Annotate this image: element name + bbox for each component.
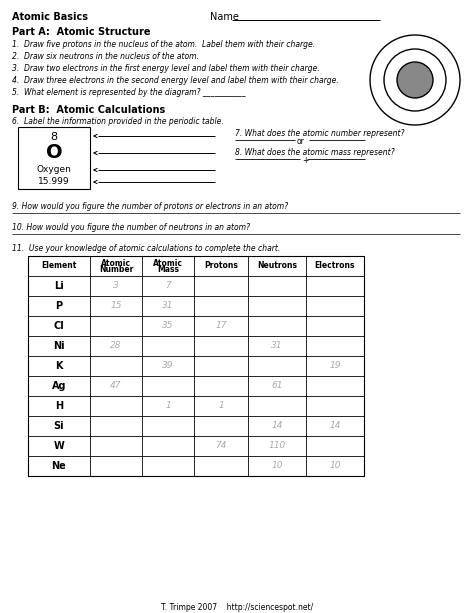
Text: Li: Li [54, 281, 64, 291]
Text: Number: Number [99, 265, 133, 275]
Text: 5.  What element is represented by the diagram? ___________: 5. What element is represented by the di… [12, 88, 246, 97]
Text: 8: 8 [50, 132, 57, 142]
Text: 10. How would you figure the number of neutrons in an atom?: 10. How would you figure the number of n… [12, 223, 250, 232]
Text: 10: 10 [329, 462, 341, 471]
Text: 28: 28 [110, 341, 122, 351]
Text: Mass: Mass [157, 265, 179, 275]
Bar [28, 256, 364, 476]
Text: Part A:  Atomic Structure: Part A: Atomic Structure [12, 27, 151, 37]
Text: 74: 74 [215, 441, 227, 451]
Text: 39: 39 [162, 362, 174, 370]
Text: 31: 31 [271, 341, 283, 351]
Text: 19: 19 [329, 362, 341, 370]
Text: P: P [55, 301, 63, 311]
Text: 4.  Draw three electrons in the second energy level and label them with their ch: 4. Draw three electrons in the second en… [12, 76, 339, 85]
Text: Atomic Basics: Atomic Basics [12, 12, 88, 22]
Text: 15: 15 [110, 302, 122, 311]
Text: 10: 10 [271, 462, 283, 471]
Text: Oxygen: Oxygen [36, 165, 72, 174]
Text: Element: Element [41, 262, 77, 270]
Text: 1: 1 [165, 402, 171, 411]
Text: 6.  Label the information provided in the periodic table.: 6. Label the information provided in the… [12, 117, 224, 126]
Text: 61: 61 [271, 381, 283, 390]
Text: Name: Name [210, 12, 245, 22]
Text: 14: 14 [271, 422, 283, 430]
Text: H: H [55, 401, 63, 411]
Text: 11.  Use your knowledge of atomic calculations to complete the chart.: 11. Use your knowledge of atomic calcula… [12, 244, 280, 253]
Text: 3: 3 [113, 281, 119, 291]
Text: 47: 47 [110, 381, 122, 390]
Text: Part B:  Atomic Calculations: Part B: Atomic Calculations [12, 105, 165, 115]
Text: Neutrons: Neutrons [257, 262, 297, 270]
Text: Cl: Cl [54, 321, 64, 331]
Text: 7. What does the atomic number represent?: 7. What does the atomic number represent… [235, 129, 404, 138]
Text: 35: 35 [162, 321, 174, 330]
Text: T. Trimpe 2007    http://sciencespot.net/: T. Trimpe 2007 http://sciencespot.net/ [161, 603, 313, 612]
Text: Si: Si [54, 421, 64, 431]
Text: 31: 31 [162, 302, 174, 311]
Text: 2.  Draw six neutrons in the nucleus of the atom.: 2. Draw six neutrons in the nucleus of t… [12, 52, 199, 61]
Text: 1.  Draw five protons in the nucleus of the atom.  Label them with their charge.: 1. Draw five protons in the nucleus of t… [12, 40, 315, 49]
Text: Ni: Ni [53, 341, 65, 351]
Bar [18, 127, 90, 189]
Text: or: or [297, 137, 305, 146]
Text: 15.999: 15.999 [38, 177, 70, 186]
Text: Ag: Ag [52, 381, 66, 391]
Text: Atomic: Atomic [101, 259, 131, 267]
Text: K: K [55, 361, 63, 371]
Text: 3.  Draw two electrons in the first energy level and label them with their charg: 3. Draw two electrons in the first energ… [12, 64, 319, 73]
Text: O: O [46, 143, 62, 162]
Text: 8. What does the atomic mass represent?: 8. What does the atomic mass represent? [235, 148, 395, 157]
Text: W: W [54, 441, 64, 451]
Text: Electrons: Electrons [315, 262, 355, 270]
Text: 1: 1 [218, 402, 224, 411]
Text: +: + [302, 156, 309, 165]
Text: Atomic: Atomic [153, 259, 183, 267]
Text: 110: 110 [268, 441, 286, 451]
Text: 17: 17 [215, 321, 227, 330]
Text: Ne: Ne [52, 461, 66, 471]
Text: 9. How would you figure the number of protons or electrons in an atom?: 9. How would you figure the number of pr… [12, 202, 288, 211]
Circle shape [397, 62, 433, 98]
Text: 7: 7 [165, 281, 171, 291]
Text: 14: 14 [329, 422, 341, 430]
Text: Protons: Protons [204, 262, 238, 270]
